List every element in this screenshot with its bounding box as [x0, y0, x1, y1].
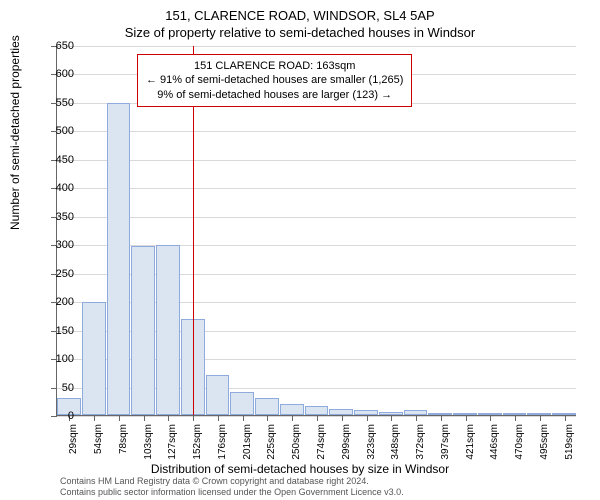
- y-tick-label: 250: [56, 268, 74, 280]
- histogram-bar: [280, 404, 304, 415]
- x-tick-label: 421sqm: [465, 424, 476, 464]
- x-tick-label: 250sqm: [291, 424, 302, 464]
- grid-line: [57, 131, 576, 132]
- histogram-bar: [206, 375, 230, 415]
- chart-title-main: 151, CLARENCE ROAD, WINDSOR, SL4 5AP: [0, 0, 600, 23]
- y-tick-label: 50: [62, 382, 74, 394]
- x-tick: [317, 415, 318, 421]
- x-tick: [416, 415, 417, 421]
- x-tick-label: 201sqm: [242, 424, 253, 464]
- x-tick-label: 372sqm: [415, 424, 426, 464]
- footer-line2: Contains public sector information licen…: [60, 487, 404, 498]
- x-tick-label: 152sqm: [192, 424, 203, 464]
- y-tick-label: 300: [56, 239, 74, 251]
- y-tick-label: 200: [56, 296, 74, 308]
- x-tick-label: 78sqm: [118, 424, 129, 464]
- x-tick: [144, 415, 145, 421]
- x-axis-title: Distribution of semi-detached houses by …: [0, 462, 600, 476]
- x-tick-label: 103sqm: [143, 424, 154, 464]
- chart-container: 151, CLARENCE ROAD, WINDSOR, SL4 5AP Siz…: [0, 0, 600, 500]
- x-tick: [119, 415, 120, 421]
- y-tick-label: 400: [56, 182, 74, 194]
- x-tick-label: 127sqm: [167, 424, 178, 464]
- x-tick: [168, 415, 169, 421]
- x-tick: [490, 415, 491, 421]
- x-tick: [391, 415, 392, 421]
- x-tick-label: 397sqm: [440, 424, 451, 464]
- histogram-bar: [305, 406, 329, 415]
- x-tick-label: 225sqm: [266, 424, 277, 464]
- y-tick-label: 500: [56, 125, 74, 137]
- x-tick: [367, 415, 368, 421]
- y-tick-label: 350: [56, 211, 74, 223]
- y-tick-label: 0: [68, 410, 74, 422]
- y-tick: [51, 416, 57, 417]
- annotation-line: 9% of semi-detached houses are larger (1…: [146, 88, 403, 102]
- y-tick-label: 450: [56, 154, 74, 166]
- histogram-bar: [82, 302, 106, 415]
- x-tick: [441, 415, 442, 421]
- x-tick: [292, 415, 293, 421]
- y-tick-label: 100: [56, 353, 74, 365]
- x-tick-label: 323sqm: [366, 424, 377, 464]
- x-tick: [540, 415, 541, 421]
- x-tick-label: 470sqm: [514, 424, 525, 464]
- x-tick-label: 519sqm: [564, 424, 575, 464]
- x-tick: [243, 415, 244, 421]
- x-tick: [515, 415, 516, 421]
- histogram-bar: [230, 392, 254, 415]
- x-tick: [466, 415, 467, 421]
- grid-line: [57, 46, 576, 47]
- x-tick: [565, 415, 566, 421]
- x-tick: [267, 415, 268, 421]
- x-tick: [94, 415, 95, 421]
- plot-area: 151 CLARENCE ROAD: 163sqm← 91% of semi-d…: [56, 46, 576, 416]
- footer-line1: Contains HM Land Registry data © Crown c…: [60, 476, 404, 487]
- y-tick-label: 650: [56, 40, 74, 52]
- x-tick: [342, 415, 343, 421]
- y-tick: [51, 388, 57, 389]
- grid-line: [57, 160, 576, 161]
- chart-footer: Contains HM Land Registry data © Crown c…: [60, 476, 404, 498]
- x-tick: [193, 415, 194, 421]
- annotation-line: ← 91% of semi-detached houses are smalle…: [146, 73, 403, 87]
- histogram-bar: [255, 398, 279, 415]
- y-tick-label: 600: [56, 68, 74, 80]
- x-tick-label: 176sqm: [217, 424, 228, 464]
- annotation-line: 151 CLARENCE ROAD: 163sqm: [146, 59, 403, 73]
- x-tick-label: 495sqm: [539, 424, 550, 464]
- y-tick-label: 550: [56, 97, 74, 109]
- histogram-bar: [131, 246, 155, 415]
- grid-line: [57, 217, 576, 218]
- chart-title-sub: Size of property relative to semi-detach…: [0, 23, 600, 40]
- x-tick-label: 29sqm: [68, 424, 79, 464]
- x-tick-label: 348sqm: [390, 424, 401, 464]
- histogram-bar: [156, 245, 180, 415]
- annotation-box: 151 CLARENCE ROAD: 163sqm← 91% of semi-d…: [137, 54, 412, 107]
- grid-line: [57, 188, 576, 189]
- y-tick-label: 150: [56, 325, 74, 337]
- x-tick-label: 54sqm: [93, 424, 104, 464]
- x-tick: [218, 415, 219, 421]
- x-tick-label: 299sqm: [341, 424, 352, 464]
- x-tick-label: 446sqm: [489, 424, 500, 464]
- y-axis-title: Number of semi-detached properties: [8, 35, 22, 230]
- x-tick-label: 274sqm: [316, 424, 327, 464]
- histogram-bar: [107, 103, 131, 415]
